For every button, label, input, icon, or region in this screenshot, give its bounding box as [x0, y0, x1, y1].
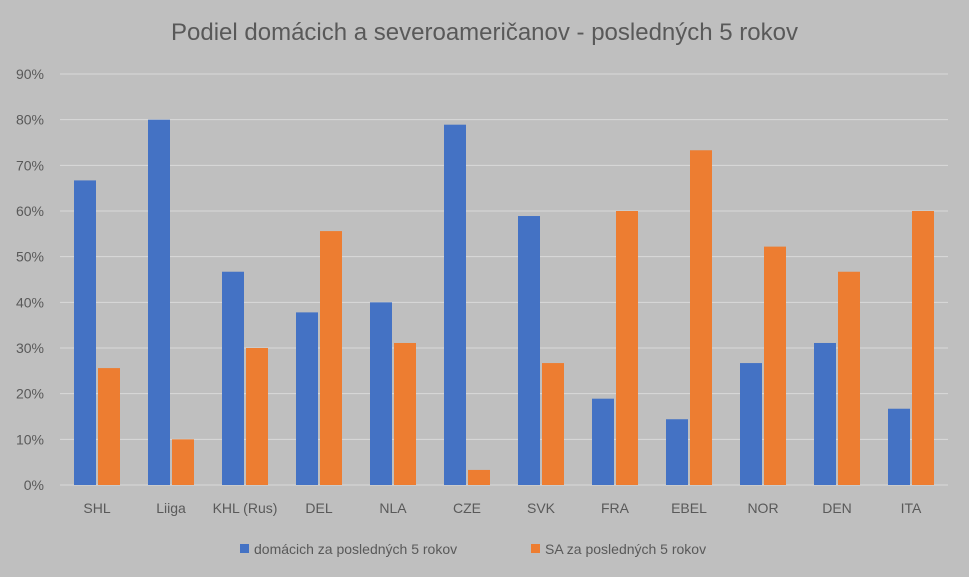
legend: domácich za posledných 5 rokov SA za pos… [240, 541, 706, 557]
x-tick-label: CZE [453, 500, 481, 516]
y-tick-label: 10% [16, 431, 44, 447]
bar-na-nor [764, 246, 786, 485]
y-tick-label: 50% [16, 249, 44, 265]
bar-na-shl [98, 368, 120, 485]
x-tick-label: ITA [901, 500, 922, 516]
x-tick-label: NOR [747, 500, 778, 516]
bar-na-liiga [172, 439, 194, 485]
y-tick-label: 60% [16, 203, 44, 219]
bar-na-khl-rus- [246, 348, 268, 485]
x-tick-label: NLA [379, 500, 407, 516]
bar-domestic-fra [592, 398, 614, 485]
bar-na-cze [468, 469, 490, 485]
y-axis-ticks: 0% 10% 20% 30% 40% 50% 60% 70% 80% 90% [16, 66, 44, 493]
bar-domestic-ita [888, 408, 910, 485]
legend-label-na: SA za posledných 5 rokov [545, 541, 706, 557]
y-tick-label: 0% [24, 477, 44, 493]
legend-swatch-domestic [240, 544, 249, 553]
bar-domestic-ebel [666, 419, 688, 485]
bar-na-fra [616, 211, 638, 485]
bar-na-ebel [690, 150, 712, 485]
x-tick-label: DEL [305, 500, 332, 516]
bar-na-den [838, 271, 860, 485]
legend-label-domestic: domácich za posledných 5 rokov [254, 541, 457, 557]
x-tick-label: Liiga [156, 500, 186, 516]
bars [74, 119, 934, 486]
bar-domestic-nla [370, 302, 392, 485]
bar-domestic-shl [74, 180, 96, 486]
bar-domestic-khl-rus- [222, 271, 244, 485]
x-tick-label: EBEL [671, 500, 707, 516]
bar-na-svk [542, 363, 564, 485]
x-tick-label: FRA [601, 500, 630, 516]
y-tick-label: 90% [16, 66, 44, 82]
bar-domestic-den [814, 342, 836, 485]
y-tick-label: 70% [16, 157, 44, 173]
bar-na-ita [912, 211, 934, 485]
bar-domestic-liiga [148, 119, 170, 486]
bar-domestic-svk [518, 216, 540, 486]
bar-domestic-cze [444, 124, 466, 485]
y-tick-label: 40% [16, 294, 44, 310]
y-tick-label: 20% [16, 386, 44, 402]
bar-domestic-nor [740, 363, 762, 485]
bar-na-del [320, 231, 342, 485]
x-tick-label: SVK [527, 500, 556, 516]
chart-title: Podiel domácich a severoameričanov - pos… [171, 19, 798, 46]
bar-domestic-del [296, 312, 318, 485]
y-tick-label: 80% [16, 112, 44, 128]
y-tick-label: 30% [16, 340, 44, 356]
bar-na-nla [394, 342, 416, 485]
x-tick-label: SHL [83, 500, 110, 516]
x-tick-label: DEN [822, 500, 852, 516]
x-tick-label: KHL (Rus) [213, 500, 278, 516]
x-axis-labels: SHL Liiga KHL (Rus) DEL NLA CZE SVK FRA EBEL NOR D… [83, 500, 922, 516]
legend-swatch-na [531, 544, 540, 553]
gridlines [60, 73, 948, 486]
